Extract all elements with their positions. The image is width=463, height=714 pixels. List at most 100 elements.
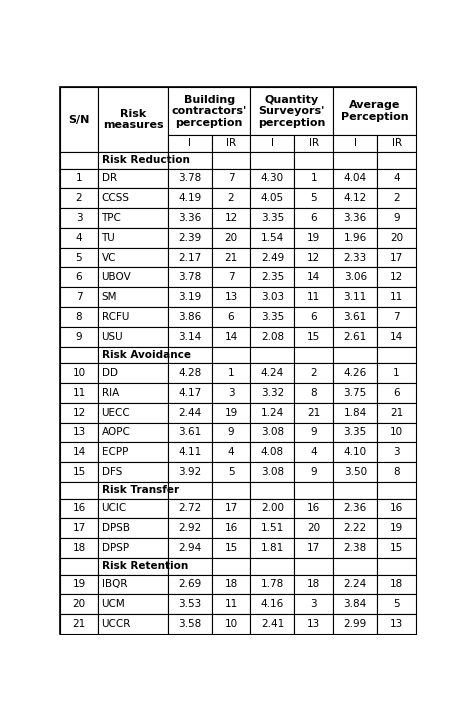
Text: 4.24: 4.24 bbox=[260, 368, 283, 378]
Text: I: I bbox=[188, 139, 191, 149]
Bar bbox=[294, 403, 332, 423]
Bar bbox=[167, 363, 211, 383]
Text: 1.54: 1.54 bbox=[260, 233, 283, 243]
Text: 2.08: 2.08 bbox=[260, 331, 283, 341]
Bar bbox=[332, 188, 376, 208]
Text: 21: 21 bbox=[72, 619, 85, 629]
Bar bbox=[98, 462, 167, 482]
Bar bbox=[376, 169, 415, 188]
Bar bbox=[98, 442, 167, 462]
Bar bbox=[376, 248, 415, 268]
Text: 1.81: 1.81 bbox=[260, 543, 283, 553]
Bar bbox=[294, 268, 332, 287]
Bar bbox=[250, 228, 294, 248]
Text: ECPP: ECPP bbox=[101, 447, 128, 457]
Bar bbox=[332, 307, 376, 327]
Bar bbox=[167, 87, 250, 135]
Bar bbox=[167, 208, 211, 228]
Bar bbox=[250, 594, 294, 614]
Bar bbox=[294, 383, 332, 403]
Bar bbox=[98, 423, 167, 442]
Bar bbox=[167, 346, 211, 363]
Bar bbox=[376, 482, 415, 498]
Bar bbox=[59, 248, 98, 268]
Text: UCCR: UCCR bbox=[101, 619, 131, 629]
Bar bbox=[167, 442, 211, 462]
Text: 3.86: 3.86 bbox=[178, 312, 201, 322]
Bar bbox=[98, 383, 167, 403]
Text: 12: 12 bbox=[389, 272, 402, 282]
Bar bbox=[294, 208, 332, 228]
Bar bbox=[250, 307, 294, 327]
Bar bbox=[59, 538, 98, 558]
Text: 2.72: 2.72 bbox=[178, 503, 201, 513]
Text: DR: DR bbox=[101, 174, 116, 183]
Text: 4.19: 4.19 bbox=[178, 193, 201, 203]
Text: 14: 14 bbox=[307, 272, 320, 282]
Bar bbox=[376, 538, 415, 558]
Bar bbox=[167, 518, 211, 538]
Bar bbox=[211, 558, 250, 575]
Bar bbox=[167, 462, 211, 482]
Bar bbox=[294, 575, 332, 594]
Text: 9: 9 bbox=[393, 213, 399, 223]
Bar bbox=[167, 268, 211, 287]
Bar bbox=[98, 538, 167, 558]
Bar bbox=[250, 423, 294, 442]
Bar bbox=[294, 558, 332, 575]
Bar bbox=[167, 383, 211, 403]
Bar bbox=[167, 169, 211, 188]
Bar bbox=[332, 287, 376, 307]
Text: 4.05: 4.05 bbox=[260, 193, 283, 203]
Text: 4.04: 4.04 bbox=[343, 174, 366, 183]
Text: 3.36: 3.36 bbox=[343, 213, 366, 223]
Bar bbox=[98, 327, 167, 346]
Text: 14: 14 bbox=[72, 447, 85, 457]
Bar bbox=[167, 575, 211, 594]
Text: 16: 16 bbox=[389, 503, 402, 513]
Text: 2.41: 2.41 bbox=[260, 619, 283, 629]
Bar bbox=[98, 594, 167, 614]
Text: 1.96: 1.96 bbox=[343, 233, 366, 243]
Text: 2.22: 2.22 bbox=[343, 523, 366, 533]
Text: 5: 5 bbox=[227, 467, 234, 477]
Text: 6: 6 bbox=[310, 213, 316, 223]
Bar bbox=[167, 307, 211, 327]
Bar bbox=[332, 169, 376, 188]
Bar bbox=[167, 287, 211, 307]
Text: 3.50: 3.50 bbox=[343, 467, 366, 477]
Bar bbox=[59, 87, 98, 152]
Text: CCSS: CCSS bbox=[101, 193, 129, 203]
Bar bbox=[59, 268, 98, 287]
Text: 3.61: 3.61 bbox=[178, 428, 201, 438]
Bar bbox=[250, 135, 294, 152]
Bar bbox=[376, 188, 415, 208]
Bar bbox=[376, 152, 415, 169]
Text: 3.35: 3.35 bbox=[260, 312, 283, 322]
Bar bbox=[167, 614, 211, 634]
Text: 21: 21 bbox=[307, 408, 320, 418]
Bar bbox=[98, 518, 167, 538]
Bar bbox=[250, 188, 294, 208]
Text: 7: 7 bbox=[393, 312, 399, 322]
Bar bbox=[376, 403, 415, 423]
Text: 14: 14 bbox=[389, 331, 402, 341]
Text: 3.06: 3.06 bbox=[343, 272, 366, 282]
Bar bbox=[250, 248, 294, 268]
Bar bbox=[332, 423, 376, 442]
Text: 13: 13 bbox=[224, 292, 237, 302]
Bar bbox=[294, 327, 332, 346]
Bar bbox=[376, 228, 415, 248]
Bar bbox=[376, 268, 415, 287]
Text: 3: 3 bbox=[310, 599, 316, 609]
Text: DD: DD bbox=[101, 368, 117, 378]
Bar bbox=[167, 498, 211, 518]
Text: 2.49: 2.49 bbox=[260, 253, 283, 263]
Text: 19: 19 bbox=[72, 580, 85, 590]
Text: IR: IR bbox=[308, 139, 318, 149]
Text: Average
Perception: Average Perception bbox=[340, 101, 407, 122]
Bar bbox=[250, 538, 294, 558]
Bar bbox=[59, 482, 98, 498]
Bar bbox=[167, 403, 211, 423]
Text: 3.32: 3.32 bbox=[260, 388, 283, 398]
